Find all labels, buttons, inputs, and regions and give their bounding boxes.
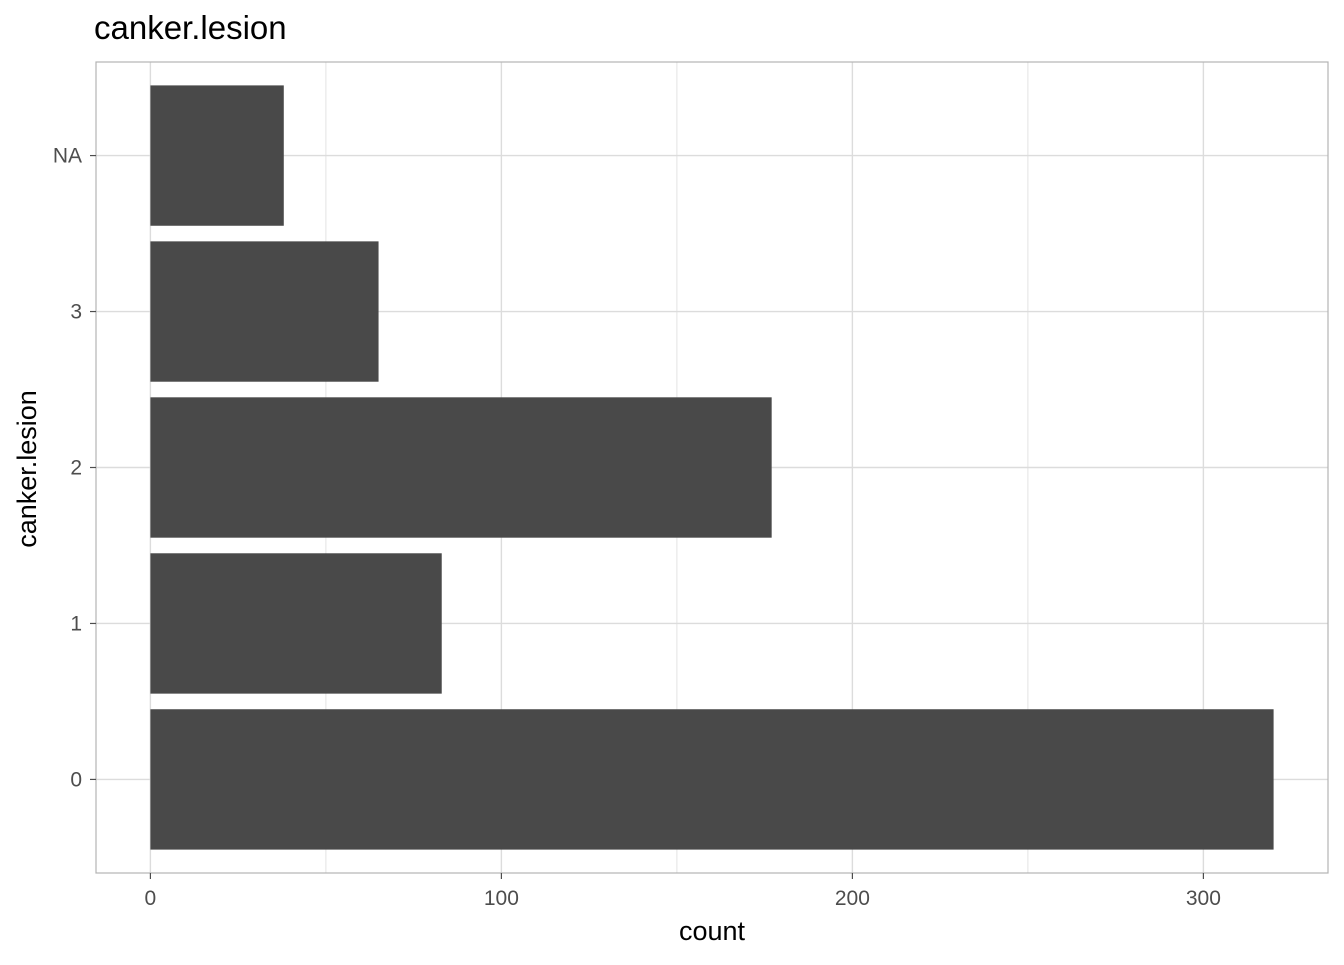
y-tick-label: NA (53, 145, 82, 168)
bar-0 (150, 709, 1274, 850)
chart-title: canker.lesion (94, 9, 287, 46)
y-tick-label: 1 (70, 612, 82, 635)
y-tick-label: 2 (70, 457, 82, 480)
bar-2 (150, 397, 772, 538)
y-tick-label: 3 (70, 301, 82, 324)
bar-layer (150, 85, 1274, 850)
bar-3 (150, 241, 379, 382)
x-tick-label: 0 (145, 887, 157, 910)
tick-layer: 0 100 200 300 0 1 2 3 NA (53, 145, 1221, 910)
x-tick-label: 300 (1186, 887, 1221, 910)
y-tick-label: 0 (70, 768, 82, 791)
y-axis-title: canker.lesion (12, 390, 42, 548)
x-tick-label: 100 (484, 887, 519, 910)
x-tick-label: 200 (835, 887, 870, 910)
bar-na (150, 85, 284, 226)
bar-1 (150, 553, 442, 694)
x-axis-title: count (679, 916, 746, 946)
